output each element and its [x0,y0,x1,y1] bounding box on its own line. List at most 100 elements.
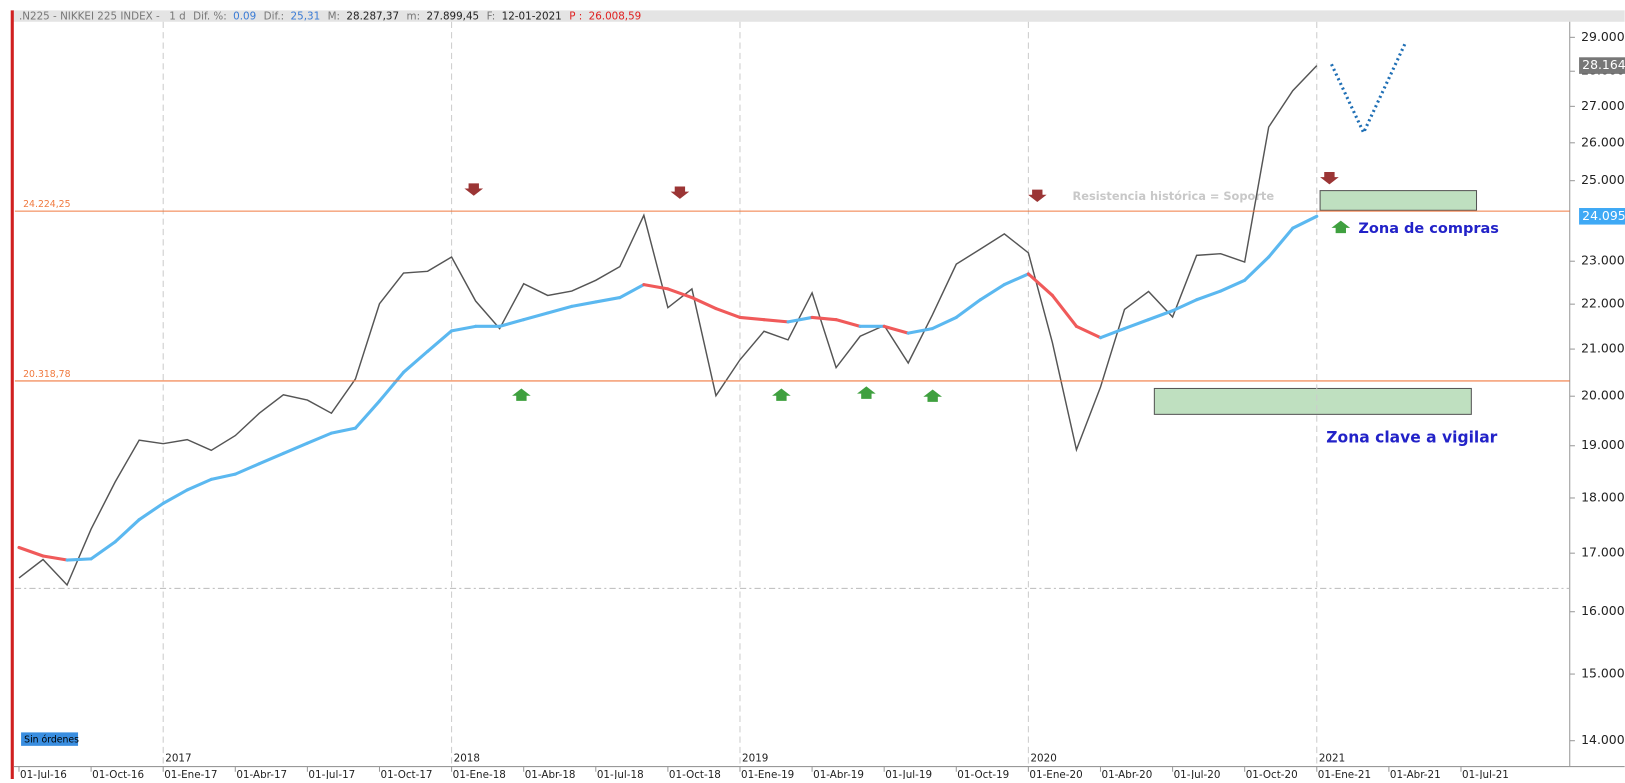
moving-average [738,315,766,322]
up-arrow [772,388,791,401]
x-tick-label: 01-Oct-17 [381,769,433,779]
moving-average [65,557,93,562]
y-tick-label: 27.000 [1581,98,1625,113]
annotation: Zona de compras [1358,221,1499,237]
year-label: 2020 [1030,752,1056,764]
x-tick-label: 01-Jul-18 [597,769,644,779]
down-arrow [670,186,690,199]
moving-average [426,329,454,353]
x-tick-label: 01-Oct-18 [669,769,721,779]
header-text: 0.09 [233,11,256,23]
buy-zone [1319,190,1478,211]
price-tag [1579,57,1625,74]
annotation: Resistencia histórica = Soporte [1073,189,1275,203]
y-tick-label: 21.000 [1581,341,1625,356]
x-tick-label: 01-Oct-16 [92,769,144,779]
up-arrow [857,386,876,399]
y-tick-label: 29.000 [1581,29,1625,44]
moving-average [1195,289,1223,302]
header-text: 27.899,45 [426,11,479,23]
orders-badge [21,732,79,746]
year-label: 2019 [742,752,768,764]
moving-average [954,298,982,319]
y-tick-label: 16.000 [1581,603,1625,618]
y-tick-label: 20.000 [1581,388,1625,403]
moving-average [570,300,598,308]
moving-average [257,451,285,466]
moving-average [1074,324,1103,340]
moving-average [498,318,526,328]
moving-average [353,399,382,430]
up-arrow [512,388,531,401]
header-bar [12,10,1625,22]
moving-average [1026,272,1054,297]
left-border [10,10,14,779]
moving-average [618,283,646,300]
level-label: 20.318,78 [23,369,70,380]
x-tick-label: 01-Abr-18 [525,769,576,779]
x-tick-label: 01-Abr-19 [813,769,864,779]
moving-average [906,327,934,335]
moving-average [209,472,237,481]
price-tag-label: 28.164,3 [1582,57,1625,72]
moving-average [113,518,141,544]
moving-average [834,318,862,328]
x-tick-label: 01-Oct-20 [1246,769,1298,779]
y-tick-label: 18.000 [1581,489,1625,504]
moving-average [1002,272,1030,287]
header-text: M: [328,11,340,23]
moving-average [89,540,117,561]
price-line [18,65,1318,587]
level-label: 24.224,25 [23,199,70,210]
y-tick-label: 15.000 [1581,666,1625,681]
header-text: .N225 - NIKKEI 225 INDEX - [19,11,160,23]
moving-average [1243,255,1271,282]
moving-average [522,311,550,322]
moving-average [305,431,333,445]
x-tick-label: 01-Abr-21 [1390,769,1441,779]
year-label: 2018 [454,752,480,764]
x-tick-label: 01-Jul-19 [885,769,932,779]
x-tick-label: 01-Ene-19 [741,769,794,779]
moving-average [690,296,718,311]
header-text: 28.287,37 [346,11,399,23]
moving-average [666,287,694,300]
header-text: 25,31 [291,11,321,23]
up-arrow [923,389,942,402]
x-tick-label: 01-Ene-20 [1029,769,1082,779]
header-text: 26.008,59 [589,11,642,23]
header-text: 1 d [169,11,185,23]
down-arrow [464,183,484,196]
moving-average [185,477,213,492]
y-tick-label: 14.000 [1581,732,1625,747]
moving-average [281,441,309,455]
moving-average [17,545,45,558]
plot [17,21,1319,767]
moving-average [762,318,790,324]
y-tick-label: 19.000 [1581,437,1625,452]
y-tick-label: 23.000 [1581,253,1625,268]
moving-average [401,349,430,374]
header-text: Dif.: [264,11,285,23]
up-arrow [1331,220,1351,234]
x-tick-label: 01-Ene-18 [453,769,506,779]
price-tag-label: 24.095,0 [1582,208,1625,223]
y-tick-label: 17.000 [1581,545,1625,560]
moving-average [377,370,406,403]
key-zone [1153,387,1472,415]
down-arrow [1320,171,1339,185]
y-tick-label: 26.000 [1581,134,1625,149]
x-tick-label: 01-Abr-17 [236,769,287,779]
moving-average [810,315,838,322]
x-tick-label: 01-Abr-20 [1102,769,1153,779]
header: .N225 - NIKKEI 225 INDEX - 1 d Dif. %: 0… [19,11,641,23]
header-text: P : [569,11,582,23]
moving-average [1098,327,1127,340]
annotation: Sin órdenes [24,735,79,746]
moving-average [786,315,814,324]
moving-average [1219,278,1247,293]
y-tick-label: 22.000 [1581,296,1625,311]
x-tick-label: 01-Jul-21 [1462,769,1509,779]
moving-average [450,324,478,333]
